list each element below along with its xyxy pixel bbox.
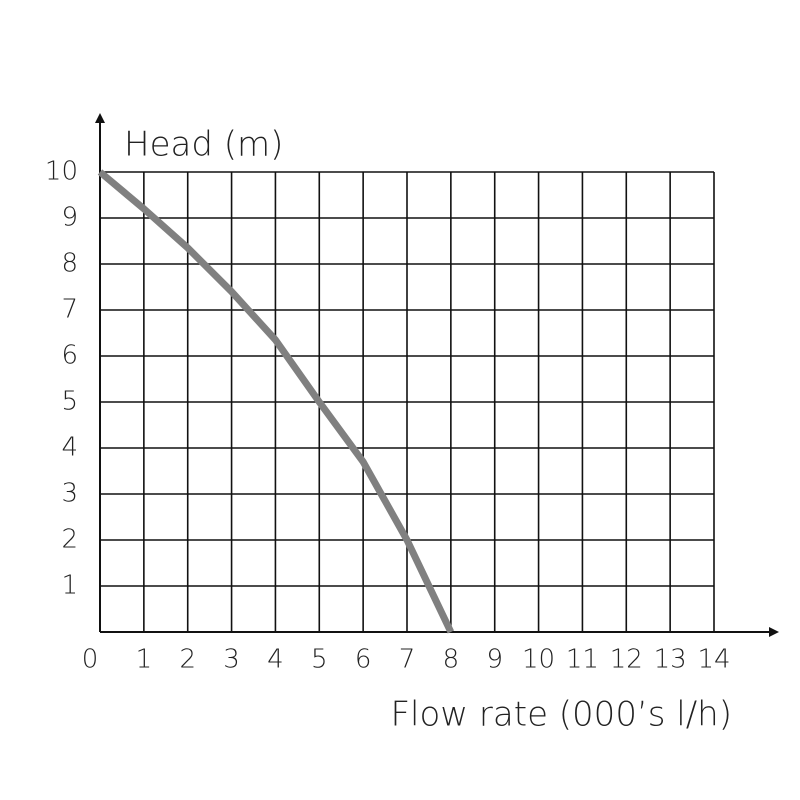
y-tick-label: 9 [61, 203, 78, 233]
x-tick-label: 0 [82, 645, 99, 675]
x-tick-label: 3 [223, 645, 240, 675]
x-tick-label: 5 [311, 645, 328, 675]
x-tick-label: 1 [136, 645, 153, 675]
x-tick-label: 10 [522, 645, 555, 675]
x-tick-label: 7 [399, 645, 416, 675]
y-tick-label: 10 [45, 157, 78, 187]
y-tick-label: 1 [61, 571, 78, 601]
y-tick-label: 6 [61, 341, 78, 371]
x-tick-label: 13 [654, 645, 687, 675]
x-tick-label: 2 [179, 645, 196, 675]
x-tick-label: 11 [566, 645, 599, 675]
y-tick-label: 2 [61, 525, 78, 555]
x-tick-label: 4 [267, 645, 284, 675]
x-axis-label: Flow rate (000’s l/h) [391, 695, 733, 735]
x-tick-label: 8 [443, 645, 460, 675]
y-axis-label: Head (m) [124, 125, 283, 165]
y-tick-label: 8 [61, 249, 78, 279]
y-tick-label: 4 [61, 433, 78, 463]
x-tick-label: 9 [486, 645, 503, 675]
y-tick-label: 3 [61, 479, 78, 509]
x-tick-label: 6 [355, 645, 372, 675]
x-tick-label: 12 [610, 645, 643, 675]
y-tick-label: 5 [61, 387, 78, 417]
pump-curve [97, 169, 455, 634]
x-tick-label: 14 [697, 645, 730, 675]
y-tick-label: 7 [61, 295, 78, 325]
